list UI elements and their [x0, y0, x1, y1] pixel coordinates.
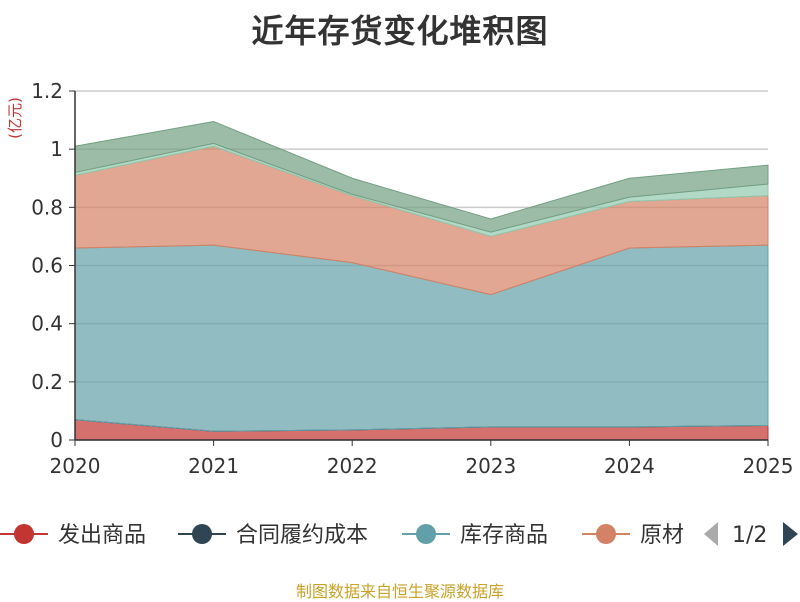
legend-page-indicator: 1/2	[732, 523, 767, 548]
x-tick-label: 2023	[465, 454, 516, 478]
y-tick-label: 0	[50, 428, 63, 452]
legend-item[interactable]: 原材	[582, 523, 684, 548]
legend-item[interactable]: 合同履约成本	[178, 523, 368, 548]
legend-swatch-dot	[14, 524, 34, 544]
x-tick-label: 2025	[743, 454, 794, 478]
legend-item[interactable]: 发出商品	[0, 523, 146, 548]
legend-label: 原材	[640, 523, 684, 548]
legend-label: 合同履约成本	[236, 523, 368, 548]
legend-label: 发出商品	[58, 523, 146, 548]
y-tick-label: 1	[50, 137, 63, 161]
y-tick-label: 0.2	[31, 370, 63, 394]
y-axis-label: (亿元)	[6, 97, 24, 139]
legend-swatch-dot	[192, 524, 212, 544]
legend-prev-page-icon[interactable]	[704, 522, 718, 546]
axes: 0 0.2 0.4 0.6 0.8 1 1.2 2020 2021 2022 2023 2024 202…	[31, 79, 793, 478]
area-series-group	[74, 121, 769, 441]
legend-item[interactable]: 库存商品	[402, 523, 548, 548]
legend-items: 发出商品 合同履约成本 库存商品 原材	[0, 523, 684, 548]
x-tick-label: 2024	[604, 454, 655, 478]
y-tick-label: 1.2	[31, 79, 63, 103]
x-tick-label: 2020	[50, 454, 101, 478]
legend-swatch-dot	[596, 524, 616, 544]
legend-next-page-icon[interactable]	[783, 522, 798, 546]
y-tick-label: 0.8	[31, 195, 63, 219]
chart-title: 近年存货变化堆积图	[251, 12, 549, 50]
data-source-footer: 制图数据来自恒生聚源数据库	[295, 582, 504, 601]
x-tick-label: 2021	[188, 454, 239, 478]
legend[interactable]: 发出商品 合同履约成本 库存商品 原材 1/2	[0, 512, 800, 556]
y-tick-label: 0.6	[31, 254, 63, 278]
y-tick-label: 0.4	[31, 312, 63, 336]
legend-swatch-dot	[416, 524, 436, 544]
legend-label: 库存商品	[460, 523, 548, 548]
x-tick-label: 2022	[327, 454, 378, 478]
area-series-5	[74, 121, 769, 233]
